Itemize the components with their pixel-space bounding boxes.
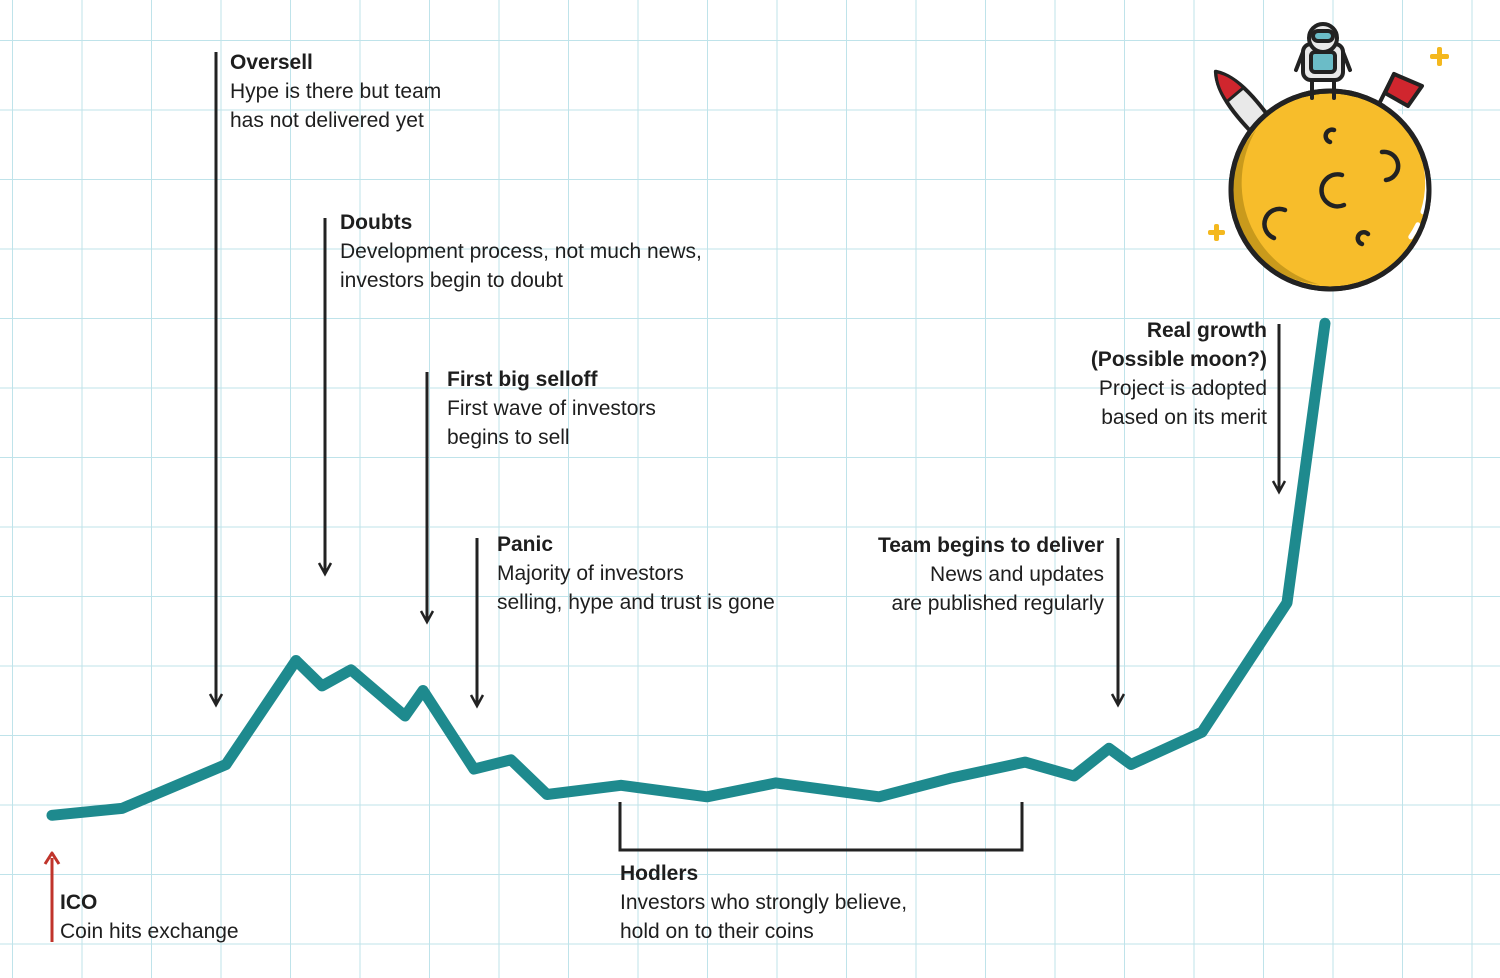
panic-text-2: selling, hype and trust is gone xyxy=(497,591,775,614)
hodlers-annotation: Hodlers Investors who strongly believe, … xyxy=(620,859,907,946)
deliver-arrow xyxy=(1110,538,1126,708)
growth-arrow xyxy=(1271,324,1287,495)
growth-title-2: (Possible moon?) xyxy=(1090,348,1267,371)
price-line xyxy=(46,317,1331,821)
doubts-text-1: Development process, not much news, xyxy=(340,240,702,263)
hodlers-text-1: Investors who strongly believe, xyxy=(620,891,908,914)
selloff-annotation: First big selloff First wave of investor… xyxy=(447,365,656,452)
deliver-text-1: News and updates xyxy=(930,563,1104,586)
deliver-title: Team begins to deliver xyxy=(877,534,1104,557)
doubts-annotation: Doubts Development process, not much new… xyxy=(340,208,702,295)
selloff-text-2: begins to sell xyxy=(447,426,570,449)
selloff-text-1: First wave of investors xyxy=(447,397,656,420)
panic-title: Panic xyxy=(497,533,554,556)
ico-annotation: ICO Coin hits exchange xyxy=(60,888,239,946)
moon-with-astronaut-rocket-flag-icon xyxy=(1208,22,1449,292)
deliver-annotation: Team begins to deliver News and updates … xyxy=(878,531,1104,618)
hodlers-text-2: hold on to their coins xyxy=(620,920,814,943)
deliver-text-2: are published regularly xyxy=(891,592,1104,615)
panic-annotation: Panic Majority of investors selling, hyp… xyxy=(497,530,775,617)
doubts-text-2: investors begin to doubt xyxy=(340,269,563,292)
crater-icon xyxy=(1262,127,1401,247)
ico-title: ICO xyxy=(60,891,98,914)
panic-text-1: Majority of investors xyxy=(497,562,684,585)
doubts-title: Doubts xyxy=(340,211,413,234)
growth-text-1: Project is adopted xyxy=(1098,377,1267,400)
panic-arrow xyxy=(469,538,485,709)
growth-annotation: Real growth (Possible moon?) Project is … xyxy=(1091,316,1267,432)
selloff-title: First big selloff xyxy=(447,368,598,391)
oversell-text-1: Hype is there but team xyxy=(230,80,442,103)
oversell-arrow xyxy=(208,52,224,708)
growth-title-1: Real growth xyxy=(1146,319,1267,342)
doubts-arrow xyxy=(317,218,333,577)
oversell-title: Oversell xyxy=(230,51,313,74)
ico-arrow xyxy=(43,851,61,942)
selloff-arrow xyxy=(419,372,435,625)
ico-text: Coin hits exchange xyxy=(60,920,239,943)
astronaut-icon xyxy=(1294,22,1352,100)
sparkle-icon xyxy=(1208,47,1449,241)
hodlers-bracket xyxy=(618,802,1024,852)
hodlers-title: Hodlers xyxy=(620,862,699,885)
oversell-text-2: has not delivered yet xyxy=(230,109,424,132)
growth-text-2: based on its merit xyxy=(1101,406,1267,429)
oversell-annotation: Oversell Hype is there but team has not … xyxy=(230,48,441,135)
